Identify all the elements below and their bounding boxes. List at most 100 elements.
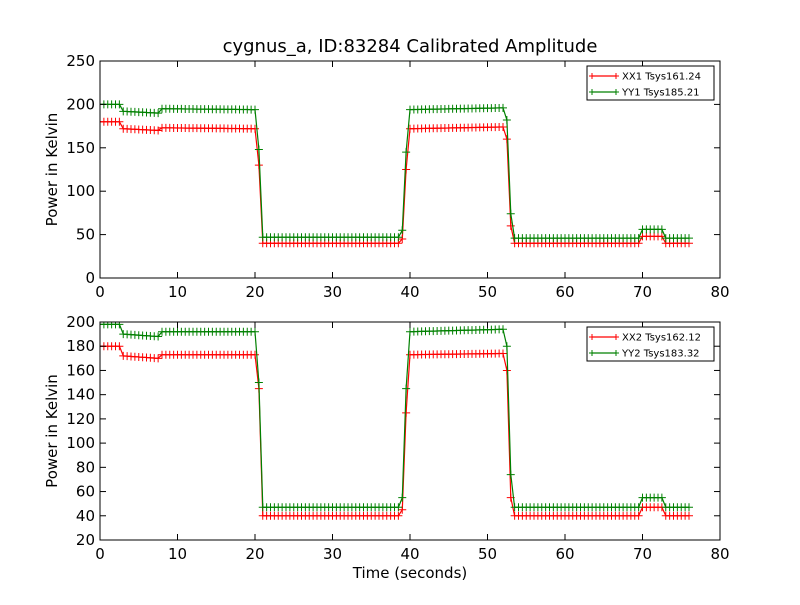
data-point xyxy=(502,366,511,375)
y-axis-label: Power in Kelvin xyxy=(43,113,61,227)
data-point xyxy=(254,161,263,170)
legend-marker xyxy=(613,334,619,340)
legend-marker xyxy=(613,89,619,95)
x-tick-label: 50 xyxy=(478,283,497,301)
x-tick-label: 20 xyxy=(245,545,264,563)
data-point xyxy=(154,109,163,118)
data-point xyxy=(115,322,124,329)
legend-label: XX1 Tsys161.24 xyxy=(622,72,701,83)
y-tick-label: 80 xyxy=(76,458,95,476)
chart-title: cygnus_a, ID:83284 Calibrated Amplitude xyxy=(223,36,598,57)
y-tick-label: 0 xyxy=(85,269,95,287)
top-panel: 0 10 20 30 40 50 60 70 80 0 50 100 150 200 250 Power in… xyxy=(43,52,730,301)
data-point xyxy=(402,148,411,157)
data-point xyxy=(685,511,693,520)
x-tick-label: 60 xyxy=(555,283,574,301)
data-point xyxy=(251,105,259,114)
y-tick-label: 140 xyxy=(66,386,95,404)
data-point xyxy=(499,122,507,131)
y-tick-label: 120 xyxy=(66,410,95,428)
series-yy1 xyxy=(100,100,693,243)
data-point xyxy=(115,342,124,351)
data-point xyxy=(502,116,511,125)
x-tick-label: 20 xyxy=(245,283,264,301)
x-tick-label: 40 xyxy=(400,545,419,563)
data-point xyxy=(154,332,163,341)
data-point xyxy=(398,493,407,502)
data-point xyxy=(251,350,259,359)
data-point xyxy=(657,225,666,234)
series-yy2 xyxy=(100,322,693,512)
x-tick-label: 10 xyxy=(168,545,187,563)
data-point xyxy=(502,342,511,351)
y-tick-label: 100 xyxy=(66,182,95,200)
data-point xyxy=(685,503,693,512)
y-tick-label: 160 xyxy=(66,361,95,379)
data-point xyxy=(499,325,507,334)
legend-label: YY2 Tsys183.32 xyxy=(621,349,700,360)
data-point xyxy=(398,234,407,243)
x-tick-label: 60 xyxy=(555,545,574,563)
data-point xyxy=(402,408,411,417)
y-tick-label: 200 xyxy=(66,313,95,331)
data-point xyxy=(251,124,259,133)
x-tick-label: 30 xyxy=(323,545,342,563)
series-xx1 xyxy=(100,117,693,248)
x-tick-label: 50 xyxy=(478,545,497,563)
y-tick-label: 250 xyxy=(66,52,95,70)
data-point xyxy=(506,470,515,479)
data-point xyxy=(115,100,124,109)
data-point xyxy=(398,226,407,235)
legend-marker xyxy=(589,89,595,95)
data-point xyxy=(394,511,403,520)
x-tick-label: 40 xyxy=(400,283,419,301)
data-point xyxy=(634,234,643,243)
legend-box xyxy=(586,65,715,101)
legend-marker xyxy=(589,334,595,340)
data-point xyxy=(254,145,263,154)
legend-marker xyxy=(613,350,619,356)
series-xx2 xyxy=(100,342,693,520)
data-point xyxy=(115,117,124,126)
x-tick-label: 30 xyxy=(323,283,342,301)
y-axis-label: Power in Kelvin xyxy=(43,374,61,488)
legend-marker xyxy=(589,350,595,356)
data-point xyxy=(502,135,511,144)
data-point xyxy=(657,493,666,502)
data-point xyxy=(251,327,259,336)
data-point xyxy=(506,209,515,218)
data-point xyxy=(394,233,403,242)
x-tick-label: 80 xyxy=(710,545,729,563)
data-point xyxy=(254,378,263,387)
legend-marker xyxy=(589,73,595,79)
legend-label: YY1 Tsys185.21 xyxy=(621,88,700,99)
y-tick-label: 20 xyxy=(76,531,95,549)
legend: XX2 Tsys162.12 YY2 Tsys183.32 xyxy=(586,326,715,362)
data-point xyxy=(634,511,643,520)
bottom-panel: 0 10 20 30 40 50 60 70 80 20 40 60 80 100 120 140 160 180… xyxy=(43,313,730,563)
data-point xyxy=(499,103,507,112)
x-tick-label: 70 xyxy=(633,545,652,563)
legend: XX1 Tsys161.24 YY1 Tsys185.21 xyxy=(586,65,715,101)
legend-box xyxy=(586,326,715,362)
data-point xyxy=(394,503,403,512)
y-tick-label: 40 xyxy=(76,507,95,525)
data-point xyxy=(506,221,515,230)
y-tick-label: 180 xyxy=(66,337,95,355)
y-tick-label: 50 xyxy=(76,226,95,244)
x-tick-label: 0 xyxy=(95,283,105,301)
legend-label: XX2 Tsys162.12 xyxy=(622,333,701,344)
y-tick-label: 200 xyxy=(66,95,95,113)
x-tick-label: 70 xyxy=(633,283,652,301)
legend-marker xyxy=(613,73,619,79)
data-point xyxy=(402,384,411,393)
y-tick-label: 60 xyxy=(76,483,95,501)
data-point xyxy=(499,349,507,358)
x-axis-label: Time (seconds) xyxy=(352,564,468,582)
x-tick-label: 0 xyxy=(95,545,105,563)
y-tick-label: 150 xyxy=(66,139,95,157)
y-tick-label: 100 xyxy=(66,434,95,452)
data-point xyxy=(402,165,411,174)
